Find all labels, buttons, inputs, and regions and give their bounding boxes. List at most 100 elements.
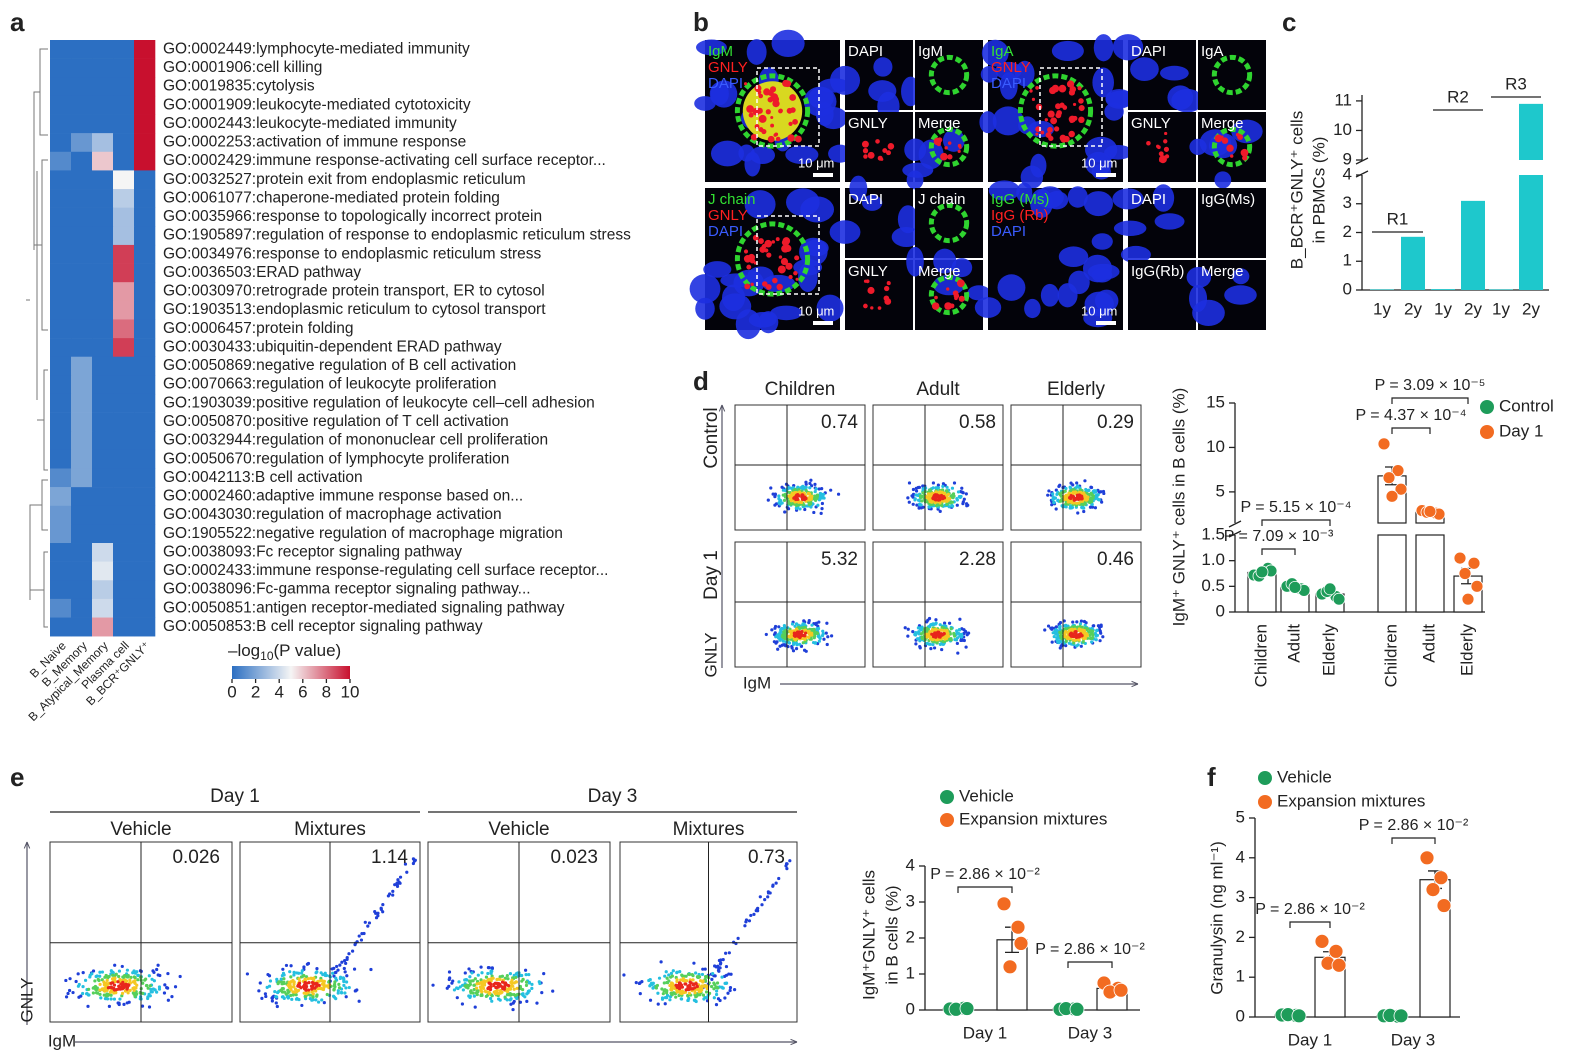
heatmap-cell: [92, 338, 114, 358]
nucleus: [981, 39, 1009, 67]
event: [776, 647, 780, 651]
event: [927, 625, 932, 629]
event: [323, 973, 327, 978]
granule: [944, 302, 952, 310]
granule: [867, 151, 875, 159]
arrow-head: [790, 1038, 798, 1046]
event: [919, 628, 923, 632]
data-point: [1458, 567, 1472, 580]
heatmap-cell: [134, 543, 156, 562]
nucleus: [1120, 245, 1151, 264]
micrograph: [915, 188, 983, 258]
event: [379, 906, 383, 910]
event: [921, 487, 925, 491]
event: [314, 971, 318, 975]
event: [66, 991, 70, 996]
legend-label: Expansion mixtures: [1277, 791, 1425, 810]
event: [306, 977, 310, 981]
event: [151, 987, 156, 991]
heatmap-cell: [71, 114, 93, 134]
granule: [1045, 132, 1052, 139]
event: [321, 979, 325, 984]
event: [933, 496, 938, 500]
event: [131, 986, 135, 990]
granule: [1163, 139, 1168, 144]
event: [1077, 501, 1081, 505]
event: [726, 991, 730, 995]
tile-label: IgA: [1201, 43, 1224, 60]
tile-label: Merge: [918, 263, 961, 280]
event: [286, 988, 290, 992]
event: [724, 951, 728, 955]
axis-title: in PBMCs (%): [1309, 137, 1328, 244]
significance-bracket: [1261, 548, 1296, 555]
event: [921, 505, 925, 509]
micrograph: [845, 260, 913, 330]
significance-bracket: [1391, 427, 1431, 434]
event: [1057, 484, 1061, 489]
nucleus: [933, 248, 957, 274]
event: [337, 982, 341, 986]
event: [953, 637, 957, 642]
axis-title: in B cells (%): [882, 885, 901, 984]
event: [965, 502, 969, 506]
event: [512, 993, 516, 997]
event: [337, 986, 342, 990]
event: [264, 994, 268, 999]
event: [146, 995, 150, 999]
go-term: GO:0002433:immune response-regulating ce…: [163, 562, 608, 579]
event: [923, 486, 928, 490]
granule: [752, 107, 760, 116]
event: [1098, 625, 1102, 629]
heatmap-cell: [50, 170, 72, 190]
event: [714, 992, 719, 997]
event: [906, 634, 910, 638]
event: [1077, 633, 1081, 637]
go-term: GO:0050853:B cell receptor signaling pat…: [163, 618, 483, 635]
go-term: GO:0006457:protein folding: [163, 320, 353, 337]
tick-label: 2: [251, 682, 260, 701]
heatmap-cell: [71, 300, 93, 320]
tile-label: Merge: [918, 115, 961, 132]
go-term: GO:0002449:lymphocyte-mediated immunity: [163, 40, 470, 57]
event: [927, 505, 931, 509]
event: [911, 487, 916, 492]
event: [661, 992, 665, 996]
go-term: GO:0050869:negative regulation of B cell…: [163, 357, 516, 374]
event: [479, 988, 483, 992]
nucleus: [974, 297, 1002, 318]
event: [1093, 631, 1098, 636]
event: [928, 642, 932, 646]
event: [267, 984, 272, 988]
event: [345, 974, 349, 978]
event: [640, 980, 644, 984]
event: [455, 996, 459, 1000]
heatmap-cell: [50, 431, 72, 451]
nucleus: [689, 274, 721, 304]
heatmap-cell: [50, 375, 72, 395]
event: [704, 979, 708, 983]
event: [257, 989, 261, 993]
go-term: GO:0050670:regulation of lymphocyte prol…: [163, 450, 509, 467]
nucleus: [829, 220, 861, 244]
event: [282, 990, 287, 994]
heatmap-cell: [71, 449, 93, 469]
event: [296, 988, 301, 992]
event: [299, 986, 303, 990]
x-tick-label: Adult: [1284, 624, 1303, 663]
event: [314, 998, 318, 1002]
heatmap-cell: [113, 412, 135, 432]
event: [720, 975, 724, 979]
inset-box: [756, 67, 820, 147]
granule: [770, 123, 775, 128]
event: [484, 975, 489, 979]
event: [483, 989, 487, 993]
event: [524, 973, 528, 977]
event: [947, 621, 952, 625]
event: [749, 913, 753, 918]
go-term: GO:0002443:leukocyte-mediated immunity: [163, 115, 457, 132]
event: [113, 979, 117, 984]
event: [686, 993, 690, 998]
event: [447, 970, 452, 974]
event: [950, 486, 955, 490]
